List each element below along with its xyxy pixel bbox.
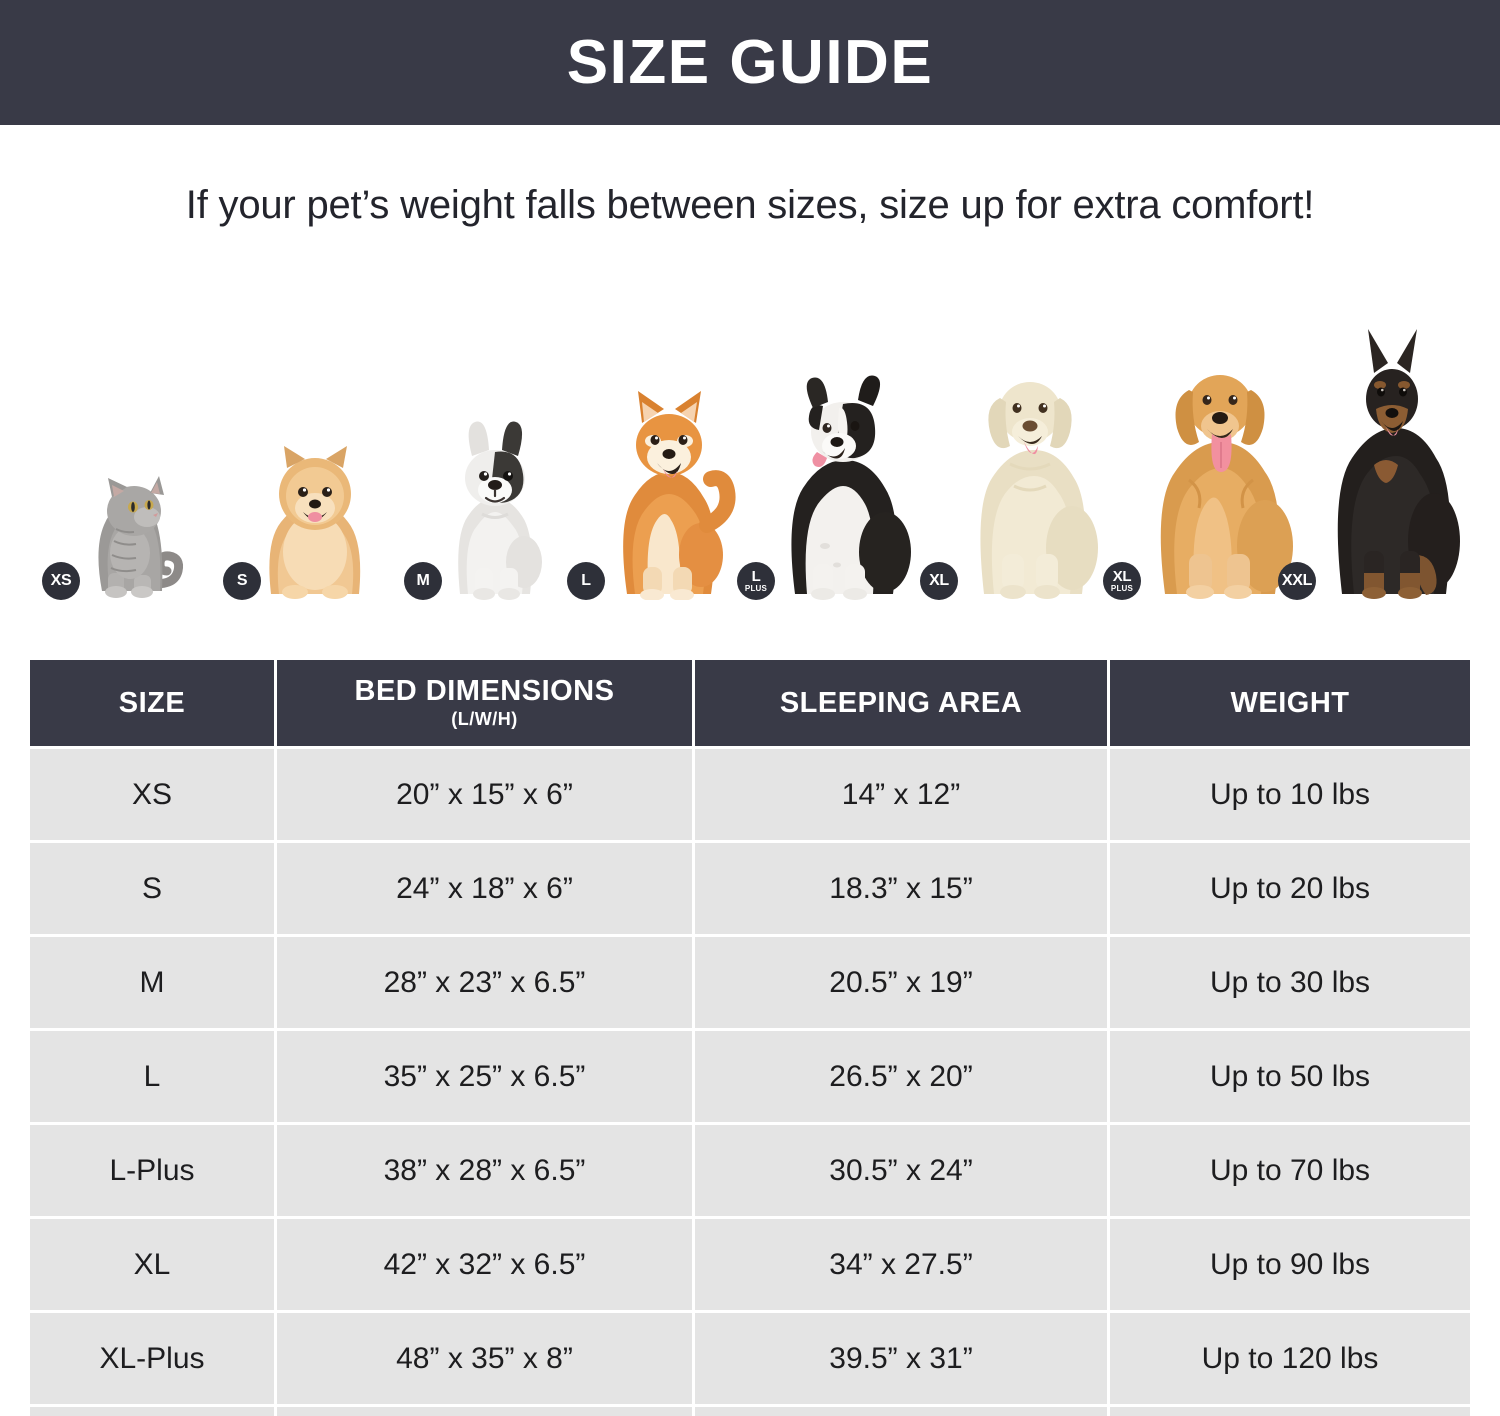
- badge-xl-plus-sublabel: PLUS: [1110, 584, 1134, 593]
- column-header-bed-dimensions: BED DIMENSIONS (L/W/H): [277, 660, 695, 746]
- page-title: SIZE GUIDE: [566, 27, 934, 97]
- column-header-bed-dimensions-sublabel: (L/W/H): [451, 709, 518, 730]
- cell-sleeping-area: 20.5” x 19”: [695, 937, 1110, 1028]
- cell-weight: Up to 150 lbs: [1110, 1407, 1470, 1416]
- cell-sleeping-area: 39.5” x 31”: [695, 1313, 1110, 1404]
- pet-xs: XS: [42, 445, 200, 600]
- pet-xl-plus: XL PLUS: [1103, 330, 1310, 600]
- sitting-french-bulldog-illustration: M: [404, 410, 570, 600]
- cell-sleeping-area: 26.5” x 20”: [695, 1031, 1110, 1122]
- badge-l-label: L: [581, 572, 591, 589]
- badge-s: S: [223, 562, 261, 600]
- badge-l-plus-label: L: [751, 568, 761, 585]
- sitting-pomeranian-dog-illustration: S: [223, 422, 395, 600]
- column-header-sleeping-area-label: SLEEPING AREA: [779, 686, 1023, 719]
- table-row: XS 20” x 15” x 6” 14” x 12” Up to 10 lbs: [30, 746, 1470, 840]
- sitting-gray-cat-illustration: XS: [42, 445, 200, 600]
- column-header-weight-label: WEIGHT: [1230, 686, 1350, 719]
- badge-xl: XL: [920, 562, 958, 600]
- goldenretriever-svg: [1160, 375, 1293, 599]
- frenchbulldog-svg: [458, 421, 542, 600]
- badge-xl-plus: XL PLUS: [1103, 562, 1141, 600]
- column-header-sleeping-area: SLEEPING AREA: [695, 660, 1110, 746]
- pomeranian-svg: [269, 446, 361, 599]
- cell-bed-dimensions: 24” x 18” x 6”: [277, 843, 695, 934]
- cell-bed-dimensions: 38” x 28” x 6.5”: [277, 1125, 695, 1216]
- cell-weight: Up to 20 lbs: [1209, 871, 1371, 905]
- cell-size: XXL: [30, 1407, 277, 1416]
- subtitle-section: If your pet’s weight falls between sizes…: [0, 125, 1500, 285]
- cell-size: XL: [30, 1219, 277, 1310]
- labrador-svg: [980, 382, 1098, 599]
- badge-xl-label: XL: [929, 572, 949, 589]
- table-row: XL 42” x 32” x 6.5” 34” x 27.5” Up to 90…: [30, 1216, 1470, 1310]
- cell-sleeping-area: 34” x 27.5”: [695, 1219, 1110, 1310]
- pet-xl: XL: [920, 340, 1115, 600]
- badge-xs: XS: [42, 562, 80, 600]
- pet-size-lineup: XS: [30, 290, 1470, 601]
- sitting-golden-retriever-dog-illustration: XL PLUS: [1103, 330, 1310, 600]
- cell-weight: Up to 70 lbs: [1209, 1153, 1371, 1187]
- badge-l-plus-sublabel: PLUS: [744, 584, 768, 593]
- badge-m-label: M: [416, 572, 430, 589]
- cell-size: M: [30, 937, 277, 1028]
- table-header-row: SIZE BED DIMENSIONS (L/W/H) SLEEPING ARE…: [30, 660, 1470, 746]
- cell-bed-dimensions: 48” x 35” x 8”: [277, 1313, 695, 1404]
- pet-s: S: [223, 422, 395, 600]
- badge-l-plus: L PLUS: [737, 562, 775, 600]
- cell-weight: Up to 30 lbs: [1209, 965, 1371, 999]
- cell-size: L: [30, 1031, 277, 1122]
- cell-sleeping-area: 14” x 12”: [695, 749, 1110, 840]
- size-table: SIZE BED DIMENSIONS (L/W/H) SLEEPING ARE…: [30, 660, 1470, 1416]
- table-row: L 35” x 25” x 6.5” 26.5” x 20” Up to 50 …: [30, 1028, 1470, 1122]
- cell-bed-dimensions: 20” x 15” x 6”: [277, 749, 695, 840]
- title-bar: SIZE GUIDE: [0, 0, 1500, 125]
- table-row: S 24” x 18” x 6” 18.3” x 15” Up to 20 lb…: [30, 840, 1470, 934]
- bordercollie-svg: [791, 375, 911, 600]
- pet-l: L: [567, 375, 750, 601]
- table-row: XL-Plus 48” x 35” x 8” 39.5” x 31” Up to…: [30, 1310, 1470, 1404]
- badge-m: M: [404, 562, 442, 600]
- badge-s-label: S: [236, 572, 248, 589]
- cell-size: L-Plus: [30, 1125, 277, 1216]
- badge-xxl: XXL: [1278, 562, 1316, 600]
- sitting-shiba-inu-dog-illustration: L: [567, 375, 750, 601]
- subtitle-text: If your pet’s weight falls between sizes…: [185, 182, 1315, 227]
- shiba-svg: [623, 391, 736, 601]
- cell-weight: Up to 120 lbs: [1201, 1341, 1379, 1375]
- cell-sleeping-area: 30.5” x 24”: [695, 1125, 1110, 1216]
- pet-xxl: XXL: [1278, 315, 1470, 600]
- cell-bed-dimensions: 53” x 42” x 8”: [277, 1407, 695, 1416]
- sitting-labrador-retriever-dog-illustration: XL: [920, 340, 1115, 600]
- pet-m: M: [404, 410, 570, 600]
- badge-xl-plus-label: XL: [1112, 568, 1132, 585]
- sitting-border-collie-dog-illustration: L PLUS: [737, 360, 930, 600]
- cell-sleeping-area: 44.5” x 37.5”: [695, 1407, 1110, 1416]
- cell-bed-dimensions: 28” x 23” x 6.5”: [277, 937, 695, 1028]
- cell-weight: Up to 10 lbs: [1209, 777, 1371, 811]
- cell-size: S: [30, 843, 277, 934]
- cell-size: XS: [30, 749, 277, 840]
- table-row: M 28” x 23” x 6.5” 20.5” x 19” Up to 30 …: [30, 934, 1470, 1028]
- column-header-size: SIZE: [30, 660, 277, 746]
- badge-xs-label: XS: [50, 572, 72, 589]
- cell-size: XL-Plus: [30, 1313, 277, 1404]
- column-header-weight: WEIGHT: [1110, 660, 1470, 746]
- cell-weight: Up to 90 lbs: [1209, 1247, 1371, 1281]
- table-row: XXL 53” x 42” x 8” 44.5” x 37.5” Up to 1…: [30, 1404, 1470, 1416]
- table-row: L-Plus 38” x 28” x 6.5” 30.5” x 24” Up t…: [30, 1122, 1470, 1216]
- column-header-bed-dimensions-label: BED DIMENSIONS: [354, 674, 615, 707]
- badge-l: L: [567, 562, 605, 600]
- cat-svg: [98, 476, 184, 598]
- column-header-size-label: SIZE: [118, 686, 186, 719]
- cell-bed-dimensions: 35” x 25” x 6.5”: [277, 1031, 695, 1122]
- badge-xxl-label: XXL: [1281, 572, 1313, 589]
- cell-bed-dimensions: 42” x 32” x 6.5”: [277, 1219, 695, 1310]
- pet-l-plus: L PLUS: [737, 360, 930, 600]
- sitting-doberman-pinscher-dog-illustration: XXL: [1278, 315, 1470, 600]
- cell-weight: Up to 50 lbs: [1209, 1059, 1371, 1093]
- doberman-svg: [1337, 329, 1460, 599]
- cell-sleeping-area: 18.3” x 15”: [695, 843, 1110, 934]
